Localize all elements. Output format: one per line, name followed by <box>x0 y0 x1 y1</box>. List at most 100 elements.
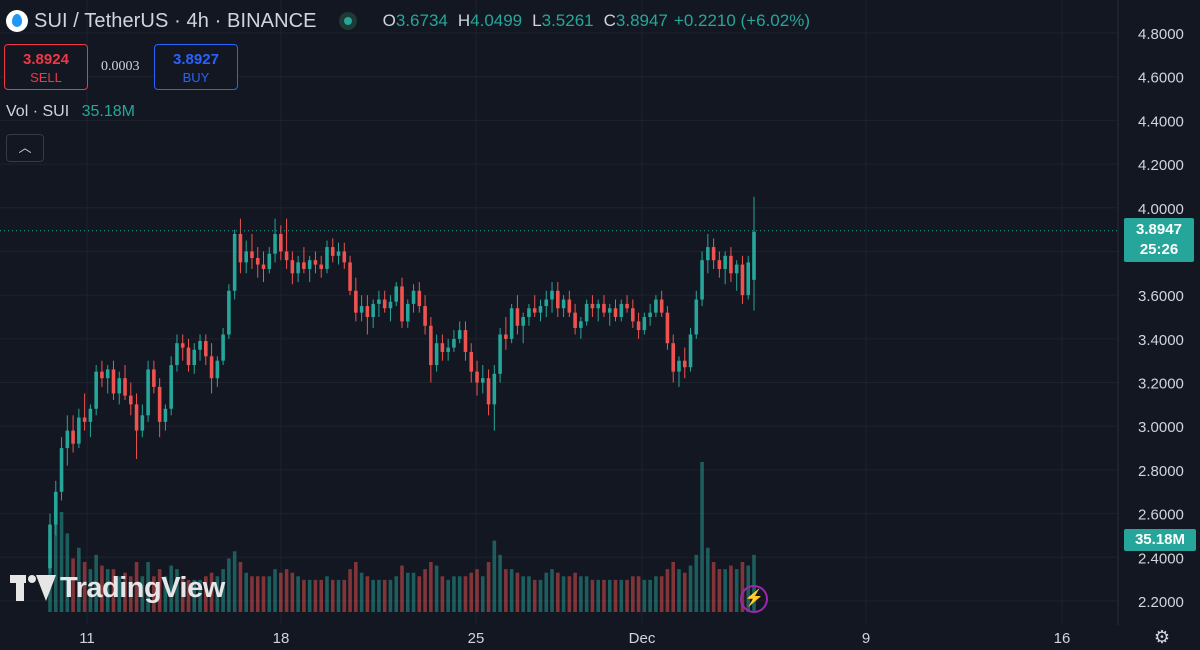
candle-body <box>631 308 635 322</box>
candle-body <box>111 369 116 394</box>
volume-bar <box>579 576 583 612</box>
volume-bar <box>117 576 122 612</box>
candle-body <box>359 306 364 313</box>
candle-body <box>134 404 139 431</box>
candle-body <box>221 334 225 361</box>
volume-bar <box>232 551 237 612</box>
candle-body <box>250 251 254 259</box>
candle-body <box>128 395 133 405</box>
candle-body <box>296 262 300 274</box>
close-label: C <box>603 11 616 30</box>
volume-bar <box>631 576 635 612</box>
tradingview-logo-icon <box>10 575 56 601</box>
volume-bar <box>561 576 566 612</box>
candle-body <box>100 371 104 379</box>
price-candles <box>48 196 756 573</box>
collapse-icon[interactable]: ︿ <box>6 134 44 162</box>
volume-bar <box>654 576 658 612</box>
volume-bar <box>169 565 173 612</box>
volume-legend[interactable]: Vol · SUI 35.18M <box>6 103 135 121</box>
candle-body <box>532 308 537 313</box>
volume-bar <box>77 547 81 612</box>
volume-bar <box>504 569 508 612</box>
symbol-title[interactable]: SUI / TetherUS · 4h · BINANCE <box>34 9 317 32</box>
candle-body <box>659 299 664 313</box>
candle-body <box>682 360 687 368</box>
candle-body <box>538 306 543 313</box>
sell-button[interactable]: 3.8924 SELL <box>4 44 88 90</box>
volume-bar <box>65 533 70 612</box>
volume-bar <box>492 540 497 612</box>
candle-body <box>336 251 341 256</box>
candle-body <box>261 264 266 269</box>
volume-bar <box>723 569 727 612</box>
candle-body <box>671 343 676 372</box>
volume-bar <box>180 576 185 612</box>
candle-body <box>556 290 560 309</box>
settings-icon[interactable]: ⚙ <box>1153 627 1171 647</box>
candle-body <box>169 365 173 409</box>
volume-bar <box>429 562 433 612</box>
volume-bar <box>227 558 231 612</box>
volume-bar <box>250 576 254 612</box>
volume-bar <box>382 579 387 612</box>
candle-body <box>405 303 410 322</box>
candle-body <box>625 303 629 309</box>
volume-bar <box>394 576 399 612</box>
candle-body <box>752 231 756 280</box>
candle-body <box>619 303 624 317</box>
sell-price: 3.8924 <box>23 51 69 68</box>
volume-bar <box>694 554 699 612</box>
x-tick-label: 25 <box>468 630 485 647</box>
tradingview-logo[interactable]: TradingView <box>10 570 225 606</box>
candle-body <box>146 369 150 416</box>
volume-bar <box>377 579 381 612</box>
volume-bar <box>729 565 733 612</box>
candle-body <box>590 303 595 309</box>
symbol-legend: SUI / TetherUS · 4h · BINANCE O 3.6734 H… <box>6 7 810 35</box>
y-tick-label: 2.2000 <box>1138 594 1184 611</box>
buy-button[interactable]: 3.8927 BUY <box>154 44 238 90</box>
volume-bar <box>446 579 450 612</box>
candle-body <box>475 371 479 383</box>
y-tick-label: 2.4000 <box>1138 550 1184 567</box>
volume-bar <box>244 572 248 612</box>
candle-body <box>152 369 156 387</box>
candle-body <box>452 338 456 348</box>
candle-body <box>157 386 162 422</box>
candle-body <box>440 343 445 352</box>
volume-bar <box>538 579 543 612</box>
tradingview-wordmark: TradingView <box>60 571 225 604</box>
close-value: 3.8947 <box>615 11 668 30</box>
candle-body <box>527 308 531 317</box>
volume-bar <box>215 576 220 612</box>
volume-bar <box>105 569 110 612</box>
candle-body <box>579 321 583 328</box>
volume-bar <box>302 579 306 612</box>
volume-bar <box>204 576 208 612</box>
time-axis[interactable]: 11 18 25 Dec 9 16 <box>79 630 1070 647</box>
x-tick-label: 11 <box>79 630 95 647</box>
volume-bar <box>307 579 312 612</box>
candle-body <box>82 417 87 422</box>
candle-body <box>365 306 370 317</box>
volume-bar <box>463 576 468 612</box>
volume-bar <box>532 579 537 612</box>
market-open-icon[interactable] <box>338 12 357 30</box>
candle-body <box>123 378 127 396</box>
candle-body <box>515 308 520 326</box>
volume-bar <box>573 572 577 612</box>
volume-bar <box>152 576 156 612</box>
chart-grid <box>0 0 1118 625</box>
price-axis[interactable]: 4.80004.60004.40004.20004.00003.80003.60… <box>1138 26 1184 611</box>
candle-body <box>567 299 572 313</box>
volume-bar <box>348 569 352 612</box>
volume-bar <box>642 579 647 612</box>
volume-bar <box>325 576 329 612</box>
volume-bar <box>284 569 289 612</box>
candle-body <box>342 251 347 263</box>
volume-bar <box>648 579 652 612</box>
flash-icon[interactable]: ⚡ <box>740 585 768 613</box>
volume-bar <box>682 572 687 612</box>
